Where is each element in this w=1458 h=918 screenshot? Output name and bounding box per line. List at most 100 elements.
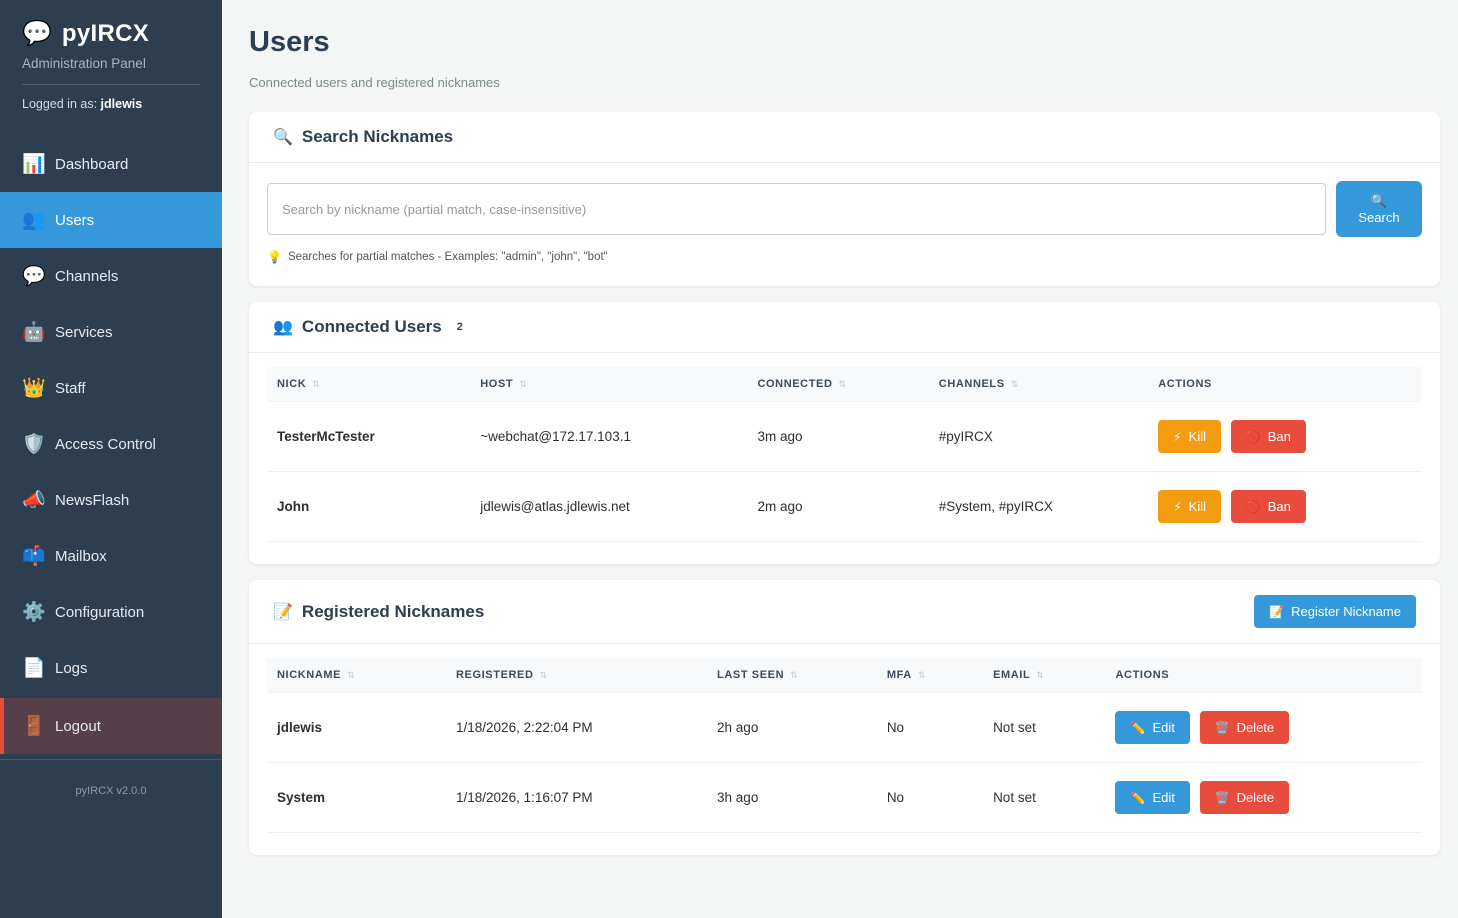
search-icon: 🔍 [1370,193,1388,208]
sidebar-item-label: Mailbox [55,547,107,565]
sidebar-item-access-control[interactable]: 🛡️ Access Control [0,416,222,472]
search-hint-text: Searches for partial matches - Examples:… [287,251,608,263]
cell-registered: 1/18/2026, 1:16:07 PM [446,762,708,833]
sidebar-item-services[interactable]: 🤖 Services [0,304,222,360]
wastebasket-icon: 🗑️ [1214,790,1230,805]
connected-card-header: 👥 Connected Users 2 [249,302,1440,353]
search-button[interactable]: 🔍 Search [1336,181,1422,237]
kill-button[interactable]: ⚡ Kill [1158,420,1221,453]
sidebar-item-staff[interactable]: 👑 Staff [0,360,222,416]
brand-name: pyIRCX [61,20,150,47]
logout-label: Logout [55,717,101,735]
sidebar-item-label: Logs [55,659,88,677]
column-header-mfa[interactable]: MFA ⇅ [876,658,984,693]
delete-button[interactable]: 🗑️ Delete [1199,781,1290,814]
pencil-icon: ✏️ [1130,720,1146,735]
cell-channels: #System, #pyIRCX [928,471,1149,542]
table-row: TesterMcTester ~webchat@172.17.103.1 3m … [267,401,1422,472]
version-text: pyIRCX v2.0.0 [75,785,147,797]
sidebar-item-users[interactable]: 👥 Users [0,192,222,248]
sidebar-item-logout[interactable]: 🚪 Logout [0,698,222,754]
speech-balloon-icon: 💬 [22,20,52,47]
registered-card-title: Registered Nicknames [301,601,485,621]
sidebar-item-label: Configuration [55,603,145,621]
cell-host: ~webchat@172.17.103.1 [470,401,748,472]
sidebar-item-label: Users [55,211,95,229]
sidebar-item-label: Staff [55,379,86,397]
column-header-last-seen[interactable]: LAST SEEN ⇅ [707,658,877,693]
cell-host: jdlewis@atlas.jdlewis.net [470,471,748,542]
sort-icon: ⇅ [1036,670,1045,680]
search-icon: 🔍 [273,129,293,146]
sidebar-item-configuration[interactable]: ⚙️ Configuration [0,584,222,640]
kill-button[interactable]: ⚡ Kill [1158,490,1221,523]
gear-icon: ⚙️ [22,602,46,623]
edit-button[interactable]: ✏️ Edit [1115,781,1190,814]
sidebar-item-logs[interactable]: 📄 Logs [0,640,222,696]
column-header-nickname[interactable]: NICKNAME ⇅ [267,658,447,693]
search-button-label: Search [1358,210,1400,225]
no-entry-icon: 🚫 [1245,429,1261,444]
column-header-host[interactable]: HOST ⇅ [470,367,748,402]
cell-last-seen: 2h ago [707,692,877,763]
table-row: jdlewis 1/18/2026, 2:22:04 PM 2h ago No … [267,692,1422,763]
cell-actions: ✏️ Edit 🗑️ Delete [1105,692,1422,763]
megaphone-icon: 📣 [22,490,46,511]
sidebar-item-mailbox[interactable]: 📫 Mailbox [0,528,222,584]
ban-button[interactable]: 🚫 Ban [1230,420,1306,453]
cell-email: Not set [983,692,1106,763]
registered-nicknames-card: 📝 Registered Nicknames 📝 Register Nickna… [249,580,1440,855]
sort-icon: ⇅ [312,379,321,389]
search-card-title: Search Nicknames [301,127,454,146]
users-icon: 👥 [273,319,293,336]
main-content: Users Connected users and registered nic… [222,0,1458,918]
cell-registered: 1/18/2026, 2:22:04 PM [446,692,708,763]
registered-card-header: 📝 Registered Nicknames 📝 Register Nickna… [249,580,1440,644]
search-input[interactable] [267,183,1326,235]
cell-email: Not set [983,762,1106,833]
page-title: Users [249,26,330,58]
column-header-connected[interactable]: CONNECTED ⇅ [747,367,929,402]
search-hint: 💡 Searches for partial matches - Example… [267,250,1422,264]
cell-actions: ⚡ Kill 🚫 Ban [1148,401,1422,472]
delete-button-label: Delete [1236,790,1275,805]
column-header-email[interactable]: EMAIL ⇅ [983,658,1106,693]
no-entry-icon: 🚫 [1245,499,1261,514]
table-header-row: NICKNAME ⇅ REGISTERED ⇅ LAST SEEN ⇅ MFA ⇅ EM… [267,658,1422,693]
ban-button[interactable]: 🚫 Ban [1230,490,1306,523]
sidebar-divider [22,84,200,85]
column-header-registered[interactable]: REGISTERED ⇅ [446,658,708,693]
sidebar-divider [0,759,222,760]
column-header-actions: ACTIONS [1148,367,1422,402]
column-header-channels[interactable]: CHANNELS ⇅ [928,367,1149,402]
edit-button-label: Edit [1152,720,1175,735]
cell-connected: 3m ago [747,401,929,472]
column-header-nick[interactable]: NICK ⇅ [267,367,471,402]
memo-icon: 📝 [1269,604,1285,619]
cell-nick: John [267,471,471,542]
cell-mfa: No [876,692,984,763]
delete-button[interactable]: 🗑️ Delete [1199,711,1290,744]
registered-nicknames-table: NICKNAME ⇅ REGISTERED ⇅ LAST SEEN ⇅ MFA ⇅ EM… [267,658,1422,833]
users-icon: 👥 [22,210,46,231]
sort-icon: ⇅ [347,670,356,680]
cell-nickname: System [267,762,447,833]
column-header-actions: ACTIONS [1105,658,1422,693]
connected-users-card: 👥 Connected Users 2 NICK ⇅ HOST ⇅ CONNECTE… [249,302,1440,564]
kill-button-label: Kill [1188,429,1206,444]
sidebar-item-channels[interactable]: 💬 Channels [0,248,222,304]
cell-nick: TesterMcTester [267,401,471,472]
sidebar-item-label: Channels [55,267,119,285]
cell-last-seen: 3h ago [707,762,877,833]
sidebar-item-dashboard[interactable]: 📊 Dashboard [0,136,222,192]
sort-icon: ⇅ [790,670,799,680]
register-nickname-button[interactable]: 📝 Register Nickname [1254,595,1416,628]
shield-icon: 🛡️ [22,434,46,455]
sidebar-item-label: Access Control [55,435,156,453]
memo-icon: 📝 [273,603,293,621]
edit-button[interactable]: ✏️ Edit [1115,711,1190,744]
door-icon: 🚪 [22,716,46,737]
connected-users-table: NICK ⇅ HOST ⇅ CONNECTED ⇅ CHANNELS ⇅ ACTIONS… [267,367,1422,542]
sidebar-item-newsflash[interactable]: 📣 NewsFlash [0,472,222,528]
sidebar-item-label: Dashboard [55,155,129,173]
